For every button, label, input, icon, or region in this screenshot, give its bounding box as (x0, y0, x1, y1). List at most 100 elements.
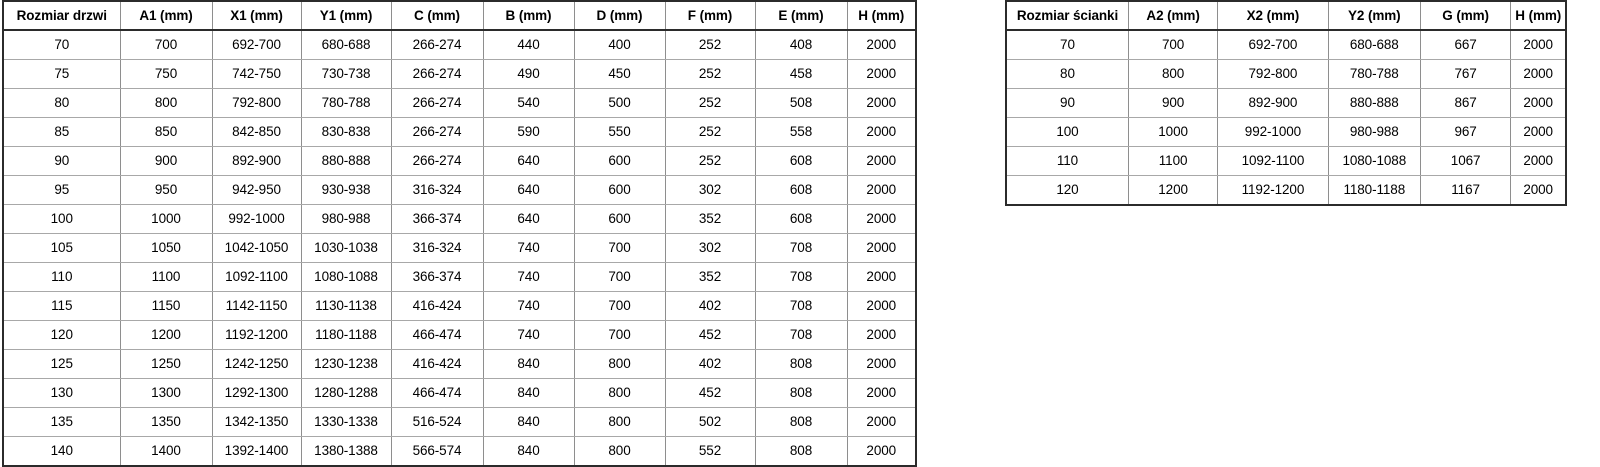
cell-d: 700 (573, 262, 666, 292)
cell-a2: 900 (1127, 88, 1219, 118)
cell-f: 452 (664, 320, 756, 350)
table-row: 110 1100 1092-1100 1080-1088 366-374 740… (3, 262, 916, 292)
cell-y1: 1330-1338 (300, 407, 392, 437)
cell-a1: 900 (119, 146, 213, 176)
cell-a1: 700 (119, 29, 213, 60)
column-header-f: F (mm) (664, 1, 756, 31)
table-row: 75 750 742-750 730-738 266-274 490 450 2… (3, 59, 916, 89)
table-row: 120 1200 1192-1200 1180-1188 466-474 740… (3, 320, 916, 350)
cell-h: 2000 (1510, 175, 1566, 205)
cell-x1: 1242-1250 (211, 349, 302, 379)
cell-d: 550 (573, 117, 666, 147)
cell-y1: 1080-1088 (300, 262, 392, 292)
cell-x1: 1392-1400 (211, 436, 302, 466)
cell-b: 590 (482, 117, 575, 147)
cell-y1: 1180-1188 (300, 320, 392, 350)
cell-a1: 1150 (119, 291, 213, 321)
cell-x1: 1142-1150 (211, 291, 302, 321)
cell-y1: 880-888 (300, 146, 392, 176)
cell-b: 740 (482, 262, 575, 292)
cell-b: 740 (482, 233, 575, 263)
cell-b: 740 (482, 320, 575, 350)
cell-e: 558 (754, 117, 848, 147)
door-size-table-container: Rozmiar drzwi A1 (mm) X1 (mm) Y1 (mm) C … (2, 0, 917, 467)
cell-d: 700 (573, 233, 666, 263)
cell-b: 740 (482, 291, 575, 321)
cell-e: 508 (754, 88, 848, 118)
cell-e: 708 (754, 320, 848, 350)
cell-size: 120 (1006, 175, 1129, 205)
column-header-h: H (mm) (1510, 1, 1566, 31)
cell-c: 366-374 (390, 204, 484, 234)
cell-h: 2000 (846, 378, 916, 408)
cell-f: 252 (664, 146, 756, 176)
cell-a2: 800 (1127, 59, 1219, 89)
cell-x2: 892-900 (1217, 88, 1329, 118)
cell-c: 266-274 (390, 117, 484, 147)
cell-a1: 1350 (119, 407, 213, 437)
table-row: 90 900 892-900 880-888 867 2000 (1006, 88, 1566, 118)
cell-y2: 980-988 (1327, 117, 1421, 147)
cell-d: 800 (573, 378, 666, 408)
cell-x1: 942-950 (211, 175, 302, 205)
cell-a1: 1000 (119, 204, 213, 234)
cell-d: 500 (573, 88, 666, 118)
cell-f: 302 (664, 175, 756, 205)
cell-a1: 1200 (119, 320, 213, 350)
cell-h: 2000 (846, 204, 916, 234)
cell-d: 600 (573, 204, 666, 234)
cell-size: 100 (3, 204, 121, 234)
cell-y1: 1230-1238 (300, 349, 392, 379)
cell-x1: 1342-1350 (211, 407, 302, 437)
cell-e: 808 (754, 349, 848, 379)
cell-e: 458 (754, 59, 848, 89)
cell-f: 452 (664, 378, 756, 408)
cell-size: 80 (1006, 59, 1129, 89)
table-row: 115 1150 1142-1150 1130-1138 416-424 740… (3, 291, 916, 321)
cell-e: 708 (754, 291, 848, 321)
cell-h: 2000 (846, 59, 916, 89)
table-row: 80 800 792-800 780-788 266-274 540 500 2… (3, 88, 916, 118)
cell-y1: 980-988 (300, 204, 392, 234)
cell-g: 967 (1419, 117, 1512, 147)
cell-y1: 680-688 (300, 29, 392, 60)
cell-y2: 880-888 (1327, 88, 1421, 118)
cell-a2: 700 (1127, 29, 1219, 60)
cell-size: 140 (3, 436, 121, 466)
cell-a1: 1050 (119, 233, 213, 263)
cell-f: 302 (664, 233, 756, 263)
cell-y1: 730-738 (300, 59, 392, 89)
cell-a1: 1250 (119, 349, 213, 379)
cell-size: 70 (1006, 29, 1129, 60)
cell-c: 316-324 (390, 175, 484, 205)
cell-b: 440 (482, 29, 575, 60)
cell-d: 800 (573, 436, 666, 466)
column-header-a1: A1 (mm) (119, 1, 213, 31)
cell-b: 840 (482, 378, 575, 408)
cell-f: 402 (664, 291, 756, 321)
cell-x1: 742-750 (211, 59, 302, 89)
cell-size: 125 (3, 349, 121, 379)
cell-x1: 892-900 (211, 146, 302, 176)
table-row: 70 700 692-700 680-688 266-274 440 400 2… (3, 29, 916, 60)
cell-b: 640 (482, 175, 575, 205)
cell-e: 608 (754, 204, 848, 234)
column-header-h: H (mm) (846, 1, 916, 31)
cell-f: 252 (664, 29, 756, 60)
cell-x1: 692-700 (211, 29, 302, 60)
cell-e: 808 (754, 407, 848, 437)
cell-b: 840 (482, 407, 575, 437)
cell-y1: 780-788 (300, 88, 392, 118)
table-row: 125 1250 1242-1250 1230-1238 416-424 840… (3, 349, 916, 379)
table-row: 95 950 942-950 930-938 316-324 640 600 3… (3, 175, 916, 205)
cell-a1: 1300 (119, 378, 213, 408)
cell-y1: 1280-1288 (300, 378, 392, 408)
cell-e: 708 (754, 233, 848, 263)
cell-y2: 1180-1188 (1327, 175, 1421, 205)
cell-y1: 830-838 (300, 117, 392, 147)
column-header-y2: Y2 (mm) (1327, 1, 1421, 31)
cell-x1: 792-800 (211, 88, 302, 118)
cell-f: 252 (664, 59, 756, 89)
wall-panel-size-table-body: 70 700 692-700 680-688 667 2000 80 800 7… (1006, 29, 1566, 205)
